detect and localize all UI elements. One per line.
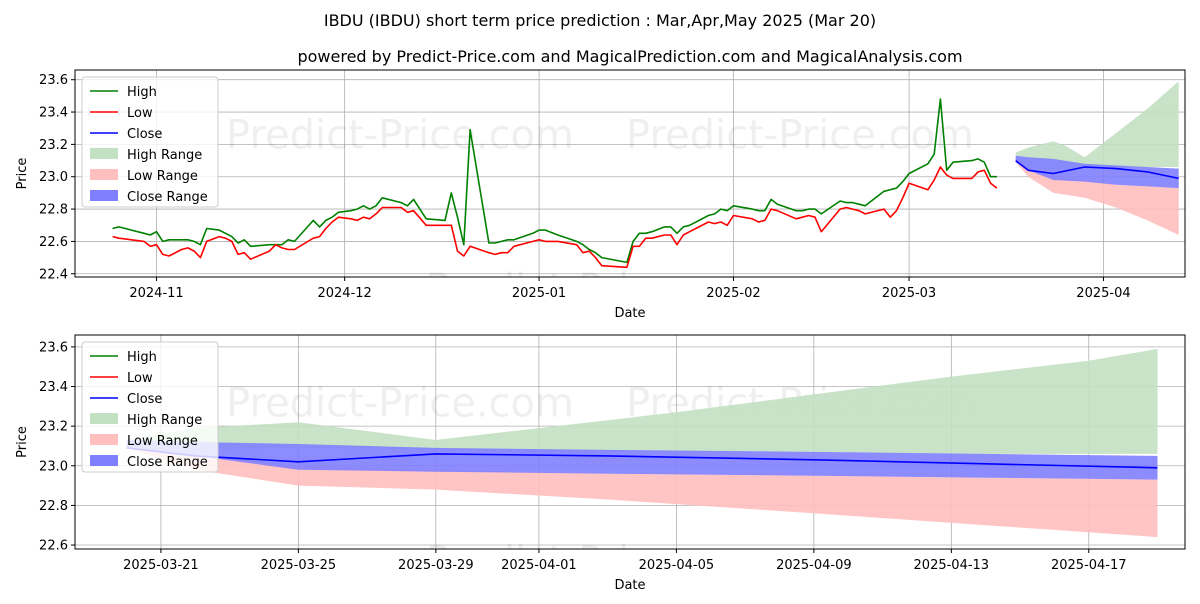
y-tick-label: 23.4 (39, 380, 68, 395)
x-tick-label: 2025-04-13 (914, 558, 990, 573)
y-tick-label: 23.2 (39, 420, 68, 435)
close-range-band (1015, 155, 1179, 189)
y-tick-label: 22.6 (39, 539, 68, 554)
y-tick-label: 23.6 (39, 340, 68, 355)
legend-label: High Range (127, 148, 202, 163)
legend-label: Low Range (127, 169, 198, 184)
y-axis-label: Price (15, 426, 30, 458)
x-tick-label: 2025-01 (512, 286, 566, 301)
legend-label: High (127, 350, 157, 365)
legend-label: Close Range (127, 455, 208, 470)
y-tick-label: 22.8 (39, 499, 68, 514)
low-range-band (1015, 157, 1179, 235)
legend-label: Close Range (127, 190, 208, 205)
close-series-line (1015, 159, 1179, 180)
legend-label: Low (127, 106, 153, 121)
legend-label: High (127, 85, 157, 100)
x-tick-label: 2025-03 (882, 286, 936, 301)
panel-0-frame (74, 69, 1186, 278)
y-tick-label: 22.8 (39, 203, 68, 218)
x-tick-label: 2025-04-09 (776, 558, 852, 573)
x-tick-label: 2025-03-29 (398, 558, 474, 573)
y-tick-label: 22.6 (39, 235, 68, 250)
y-tick-label: 23.0 (39, 170, 68, 185)
x-tick-label: 2025-04-01 (501, 558, 577, 573)
x-axis-label: Date (614, 578, 645, 593)
chart-title: IBDU (IBDU) short term price prediction … (324, 11, 876, 30)
x-tick-label: 2025-03-25 (261, 558, 337, 573)
x-tick-label: 2024-12 (317, 286, 371, 301)
high-range-band (126, 348, 1158, 454)
close-range-band (126, 440, 1158, 480)
x-axis-label: Date (614, 306, 645, 321)
legend-label: Close (127, 392, 162, 407)
panel-1-plot-area: Predict-Price.comPredict-Price.comPredic… (75, 335, 1185, 585)
legend-swatch-high-range (90, 413, 118, 424)
watermark-text: Predict-Price.com (426, 539, 774, 585)
legend-label: High Range (127, 413, 202, 428)
y-tick-label: 22.4 (39, 267, 68, 282)
y-tick-label: 23.0 (39, 459, 68, 474)
y-axis-label: Price (15, 158, 30, 190)
panel-0-plot-area: Predict-Price.com Predict-Price.com Predic… (75, 70, 1185, 312)
legend-swatch-low-range (90, 169, 118, 180)
panel-1-frame (74, 334, 1186, 550)
x-tick-label: 2025-03-21 (123, 558, 199, 573)
watermark-text: Predict-Price.com (226, 380, 574, 426)
y-tick-label: 23.2 (39, 138, 68, 153)
legend-swatch-close-range (90, 455, 118, 466)
x-tick-label: 2025-02 (706, 286, 760, 301)
legend-label: Close (127, 127, 162, 142)
legend-swatch-low-range (90, 434, 118, 445)
legend-label: Low (127, 371, 153, 386)
legend-label: Low Range (127, 434, 198, 449)
watermark-text: Predict-Price.com (426, 266, 774, 312)
x-tick-label: 2024-11 (129, 286, 183, 301)
x-tick-label: 2025-04-17 (1051, 558, 1127, 573)
chart-subtitle: powered by Predict-Price.com and Magical… (297, 47, 962, 66)
legend-swatch-close-range (90, 190, 118, 201)
x-tick-label: 2025-04-05 (639, 558, 715, 573)
watermark-text: Predict-Price.com (226, 113, 574, 159)
x-tick-label: 2025-04 (1076, 286, 1130, 301)
low-range-band (126, 442, 1158, 538)
high-range-band (1015, 81, 1179, 171)
watermark-text: Predict-Price.com (626, 113, 974, 159)
high-series-line (112, 98, 997, 264)
low-series-line (112, 166, 998, 269)
y-tick-label: 23.6 (39, 73, 68, 88)
y-tick-label: 23.4 (39, 106, 68, 121)
legend-swatch-high-range (90, 148, 118, 159)
